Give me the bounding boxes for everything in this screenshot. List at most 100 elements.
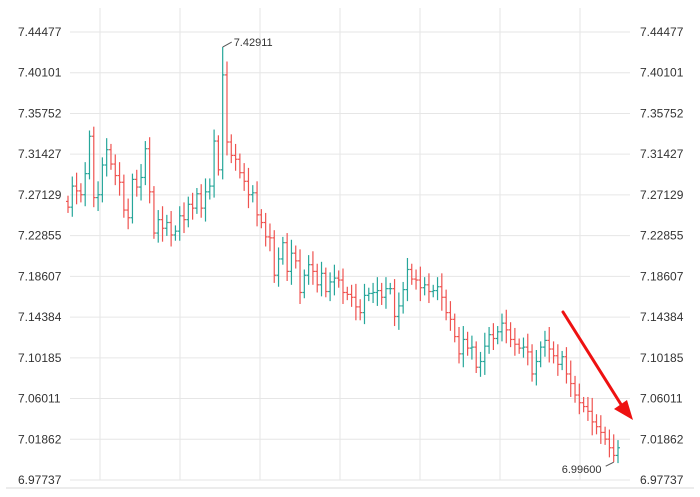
ohlc-bar bbox=[143, 141, 148, 186]
ohlc-bar bbox=[353, 283, 358, 321]
ohlc-bar bbox=[182, 202, 187, 234]
ohlc-bar bbox=[194, 188, 199, 214]
ohlc-bar bbox=[130, 173, 135, 224]
low-value-label: 6.99600 bbox=[562, 464, 602, 476]
high-value-label: 7.42911 bbox=[234, 37, 273, 49]
ohlc-bar bbox=[538, 341, 543, 368]
ohlc-bar bbox=[362, 283, 367, 325]
ohlc-bar bbox=[607, 429, 612, 458]
ohlc-bar bbox=[542, 330, 547, 357]
ohlc-bar bbox=[203, 178, 208, 222]
y-axis-left: 7.44477 7.40101 7.35752 7.31427 7.27129 7.228… bbox=[18, 25, 62, 487]
ohlc-bar bbox=[422, 277, 427, 296]
ohlc-bar bbox=[121, 174, 126, 218]
ohlc-bar bbox=[379, 282, 384, 305]
y-tick-label-right: 7.44477 bbox=[640, 25, 684, 39]
ohlc-bar bbox=[96, 181, 101, 212]
ohlc-bar bbox=[452, 313, 457, 343]
ohlc-bar bbox=[108, 143, 113, 170]
ohlc-bar bbox=[302, 269, 307, 299]
ohlc-bar bbox=[237, 153, 242, 179]
ohlc-bar bbox=[332, 264, 337, 296]
ohlc-bar bbox=[250, 185, 255, 203]
ohlc-bar bbox=[405, 257, 410, 302]
ohlc-bar bbox=[91, 126, 96, 208]
ohlc-bar bbox=[310, 251, 315, 285]
ohlc-bar bbox=[173, 225, 178, 241]
ohlc-bar bbox=[285, 233, 290, 281]
ohlc-bar bbox=[267, 223, 272, 252]
ohlc-bar bbox=[126, 198, 131, 230]
ohlc-bar bbox=[151, 186, 156, 239]
ohlc-bar bbox=[590, 397, 595, 436]
y-tick-label-right: 7.40101 bbox=[640, 66, 684, 80]
ohlc-bar bbox=[336, 270, 341, 288]
ohlc-bar bbox=[530, 344, 535, 382]
y-tick-label-right: 7.31427 bbox=[640, 147, 684, 161]
ohlc-bar bbox=[113, 154, 118, 186]
ohlc-bar bbox=[224, 61, 229, 156]
ohlc-bar bbox=[272, 230, 277, 283]
grid-lines bbox=[6, 8, 694, 489]
ohlc-bar bbox=[551, 341, 556, 364]
y-tick-label-right: 7.22855 bbox=[640, 229, 684, 243]
trend-arrow-shaft bbox=[561, 310, 624, 408]
ohlc-bar bbox=[508, 322, 513, 348]
ohlc-bar bbox=[435, 277, 440, 301]
ohlc-bar bbox=[139, 164, 144, 201]
high-leader-line bbox=[222, 41, 232, 48]
low-leader-line bbox=[605, 461, 614, 467]
ohlc-bar bbox=[461, 326, 466, 368]
ohlc-bar bbox=[229, 134, 234, 164]
ohlc-bar bbox=[186, 196, 191, 228]
ohlc-bar bbox=[517, 338, 522, 354]
ohlc-bar bbox=[134, 169, 139, 197]
ohlc-bar bbox=[78, 183, 83, 203]
ohlc-bar bbox=[341, 268, 345, 304]
ohlc-bar bbox=[521, 337, 526, 358]
ohlc-bar bbox=[504, 309, 509, 344]
ohlc-bar bbox=[255, 181, 260, 227]
ohlc-bar bbox=[474, 341, 479, 374]
ohlc-bar bbox=[319, 261, 324, 297]
ohlc-bar bbox=[573, 375, 578, 403]
ohlc-bar bbox=[104, 138, 109, 177]
ohlc-bar bbox=[396, 292, 401, 330]
ohlc-bar bbox=[160, 206, 165, 242]
ohlc-bar bbox=[577, 383, 582, 415]
ohlc-bar bbox=[276, 247, 281, 287]
ohlc-bar bbox=[487, 326, 492, 354]
y-tick-label-left: 7.22855 bbox=[18, 229, 62, 243]
y-tick-label-left: 6.97737 bbox=[18, 473, 62, 487]
ohlc-bar bbox=[564, 347, 569, 384]
y-axis-right: 7.44477 7.40101 7.35752 7.31427 7.27129 7.228… bbox=[640, 25, 684, 487]
y-tick-label-left: 7.06011 bbox=[18, 392, 61, 406]
y-tick-label-right: 7.01862 bbox=[640, 432, 684, 446]
ohlc-bar bbox=[293, 245, 298, 269]
y-tick-label-right: 6.97737 bbox=[640, 473, 684, 487]
y-tick-label-right: 7.35752 bbox=[640, 106, 684, 120]
trend-arrow bbox=[561, 310, 633, 420]
y-tick-label-left: 7.01862 bbox=[18, 432, 62, 446]
ohlc-bar bbox=[414, 269, 419, 290]
y-tick-label-left: 7.35752 bbox=[18, 106, 62, 120]
ohlc-bar bbox=[169, 211, 174, 247]
ohlc-bar bbox=[66, 195, 70, 213]
ohlc-bar bbox=[418, 266, 423, 302]
ohlc-bar bbox=[568, 360, 573, 397]
ohlc-bar bbox=[190, 192, 195, 220]
ohlc-bar bbox=[164, 214, 169, 236]
ohlc-bar bbox=[216, 135, 221, 176]
y-tick-label-right: 7.14384 bbox=[640, 310, 684, 324]
ohlc-bar bbox=[439, 273, 444, 311]
y-tick-label-left: 7.40101 bbox=[18, 66, 62, 80]
ohlc-bar bbox=[70, 176, 75, 217]
ohlc-bar bbox=[495, 326, 500, 345]
ohlc-bar bbox=[315, 263, 320, 293]
ohlc-bar bbox=[392, 279, 397, 327]
ohlc-bar bbox=[482, 332, 487, 375]
y-tick-label-right: 7.18607 bbox=[640, 269, 684, 283]
y-tick-label-left: 7.27129 bbox=[18, 188, 62, 202]
